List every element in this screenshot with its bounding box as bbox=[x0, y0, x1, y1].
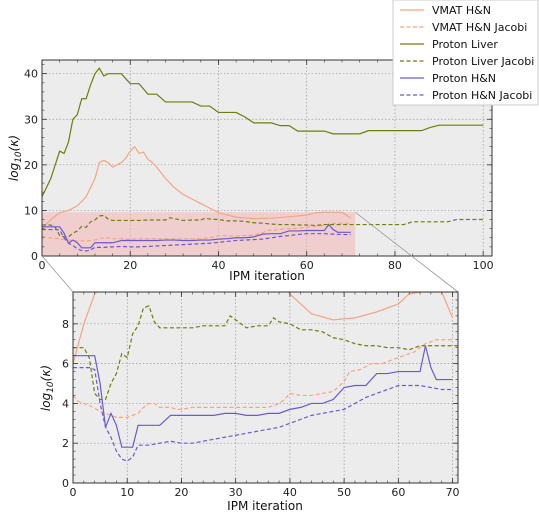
zoom-x-tick-label: 0 bbox=[70, 486, 77, 499]
top-y-axis-label: log10(κ) bbox=[7, 135, 24, 181]
zoom-y-tick-label: 0 bbox=[62, 477, 69, 490]
zoom-series-group bbox=[73, 292, 458, 462]
zoom-connector-left bbox=[41, 255, 74, 293]
zoom-connector-right bbox=[354, 211, 459, 293]
top-x-tick-label: 60 bbox=[300, 259, 314, 272]
zoom-y-tick-label: 2 bbox=[62, 437, 69, 450]
legend-label: Proton Liver bbox=[432, 38, 498, 51]
top-y-axis-label-sub: 10 bbox=[14, 151, 24, 163]
legend: VMAT H&N VMAT H&N Jacobi Proton Liver Proto… bbox=[392, 0, 539, 106]
top-series-group bbox=[42, 67, 484, 252]
top-y-tick-label: 0 bbox=[31, 250, 38, 263]
legend-label: VMAT H&N Jacobi bbox=[432, 21, 527, 34]
zoom-x-tick-label: 20 bbox=[174, 486, 188, 499]
top-x-axis-label: IPM iteration bbox=[229, 269, 305, 283]
zoom-x-tick-label: 50 bbox=[337, 486, 351, 499]
legend-label: VMAT H&N bbox=[432, 4, 491, 17]
zoom-chart: 0 10 20 30 40 50 60 70 0 2 4 6 8 IPM iteration log10… bbox=[39, 291, 460, 513]
zoom-x-tick-label: 60 bbox=[391, 486, 405, 499]
top-y-tick-label: 10 bbox=[24, 204, 38, 217]
zoom-x-tick-label: 10 bbox=[120, 486, 134, 499]
top-ticks: 0 20 40 60 80 100 0 10 20 30 40 bbox=[24, 60, 494, 272]
zoom-x-tick-label: 40 bbox=[283, 486, 297, 499]
zoom-series-proton-h-n-jacobi bbox=[73, 367, 453, 462]
svg-text:log10(κ): log10(κ) bbox=[39, 365, 56, 411]
top-x-tick-label: 20 bbox=[123, 259, 137, 272]
zoom-ticks: 0 10 20 30 40 50 60 70 0 2 4 6 8 bbox=[62, 291, 460, 499]
zoom-y-tick-label: 6 bbox=[62, 358, 69, 371]
legend-frame bbox=[392, 0, 539, 106]
top-x-tick-label: 80 bbox=[388, 259, 402, 272]
top-y-tick-label: 20 bbox=[24, 159, 38, 172]
zoom-series-vmat-h-n bbox=[73, 292, 454, 364]
top-y-tick-label: 30 bbox=[24, 113, 38, 126]
top-series-proton-liver bbox=[42, 67, 484, 198]
legend-label: Proton H&N bbox=[432, 72, 496, 85]
top-series-proton-liver-jacobi bbox=[42, 214, 484, 238]
top-series-vmat-h-n bbox=[42, 145, 352, 230]
top-x-tick-label: 100 bbox=[473, 259, 494, 272]
zoom-plot-area bbox=[73, 292, 458, 483]
zoom-y-axis-label-sub: 10 bbox=[46, 381, 56, 393]
zoom-series-proton-h-n bbox=[73, 345, 453, 448]
zoom-series-vmat-h-n-jacobi bbox=[73, 339, 453, 418]
top-plot-frame bbox=[41, 59, 493, 257]
zoom-x-tick-label: 70 bbox=[446, 486, 460, 499]
legend-items: VMAT H&N VMAT H&N Jacobi Proton Liver Proto… bbox=[400, 4, 534, 102]
zoom-y-axis-label: log10(κ) bbox=[39, 365, 56, 411]
top-y-tick-label: 40 bbox=[24, 68, 38, 81]
legend-label: Proton H&N Jacobi bbox=[432, 89, 532, 102]
zoom-x-axis-label: IPM iteration bbox=[227, 499, 303, 513]
zoom-region bbox=[42, 212, 356, 256]
top-x-tick-label: 40 bbox=[211, 259, 225, 272]
top-series-proton-h-n bbox=[42, 223, 351, 249]
zoom-y-tick-label: 8 bbox=[62, 318, 69, 331]
zoom-y-tick-label: 4 bbox=[62, 397, 69, 410]
svg-text:log10(κ): log10(κ) bbox=[7, 135, 24, 181]
top-series-proton-h-n-jacobi bbox=[42, 228, 351, 252]
top-x-tick-label: 0 bbox=[39, 259, 46, 272]
top-series-vmat-h-n-jacobi bbox=[42, 222, 351, 242]
legend-label: Proton Liver Jacobi bbox=[432, 55, 534, 68]
zoom-x-tick-label: 30 bbox=[229, 486, 243, 499]
